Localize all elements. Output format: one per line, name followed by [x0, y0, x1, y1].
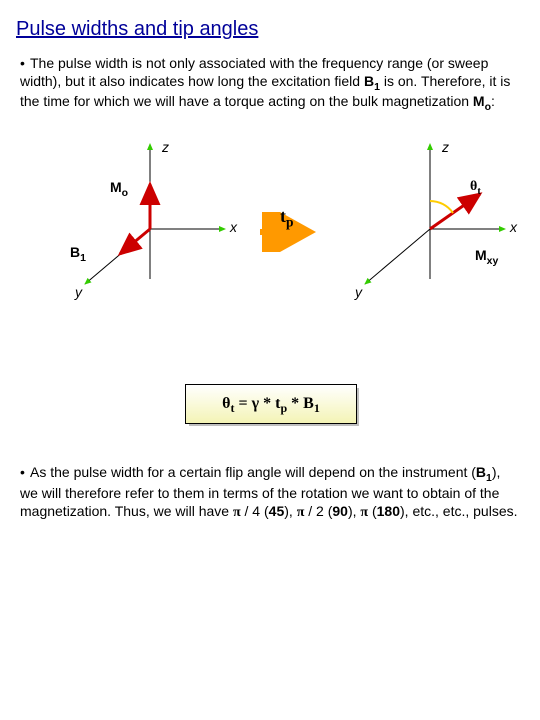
- tp-label: tp: [280, 206, 294, 231]
- b1-label: B1: [70, 244, 86, 264]
- paragraph-1: •The pulse width is not only associated …: [0, 41, 540, 114]
- right-y-label: y: [355, 284, 362, 300]
- left-x-label: x: [230, 219, 237, 235]
- right-x-label: x: [510, 219, 517, 235]
- mo-label: Mo: [110, 179, 128, 199]
- paragraph-2: •As the pulse width for a certain flip a…: [0, 424, 540, 521]
- slide-title: Pulse widths and tip angles: [0, 0, 540, 41]
- theta-label: θt: [470, 179, 481, 197]
- mxy-label: Mxy: [475, 247, 498, 267]
- left-y-label: y: [75, 284, 82, 300]
- formula-box: θt = γ * tp * B1: [185, 384, 355, 424]
- right-z-label: z: [442, 139, 449, 155]
- diagram: z x y Mo B1 tp z x y θt Mxy: [0, 124, 540, 354]
- left-z-label: z: [162, 139, 169, 155]
